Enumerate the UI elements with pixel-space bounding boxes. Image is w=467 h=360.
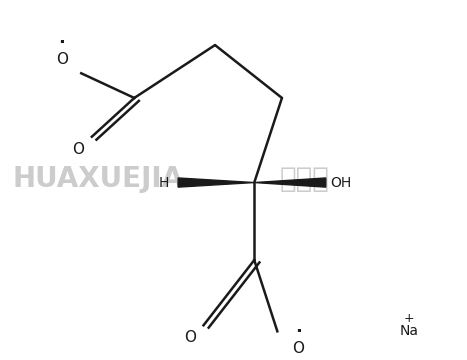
Text: O: O — [184, 330, 196, 345]
Text: Na: Na — [399, 324, 418, 338]
Text: ·: · — [58, 34, 65, 52]
Text: HUAXUEJIA: HUAXUEJIA — [12, 165, 183, 193]
Text: 化学加: 化学加 — [280, 165, 330, 193]
Text: OH: OH — [331, 176, 352, 190]
Polygon shape — [178, 178, 254, 187]
Polygon shape — [254, 178, 326, 187]
Text: H: H — [158, 176, 169, 190]
Text: O: O — [56, 52, 68, 67]
Text: +: + — [403, 312, 414, 325]
Text: O: O — [292, 341, 304, 356]
Text: O: O — [72, 141, 84, 157]
Text: ·: · — [295, 323, 302, 341]
